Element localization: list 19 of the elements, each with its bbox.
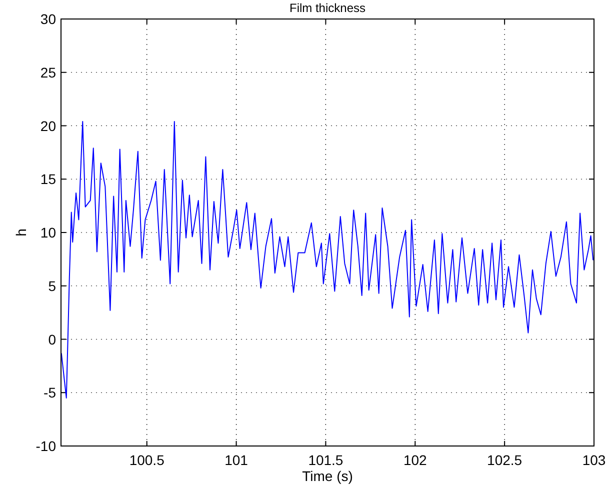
y-tick-label: -5	[44, 384, 56, 401]
x-tick-label: 102	[403, 452, 428, 468]
y-tick-label: 5	[48, 278, 56, 294]
y-axis-title: h	[13, 228, 29, 236]
y-tick-label: -10	[36, 438, 56, 454]
y-tick-label: 30	[40, 11, 56, 27]
x-tick-label: 103	[582, 452, 606, 468]
y-tick-label: 0	[48, 331, 56, 348]
y-tick-label: 15	[40, 171, 56, 188]
y-tick-label: 10	[40, 224, 56, 240]
y-tick-label: 25	[40, 64, 56, 80]
chart-title: Film thickness	[289, 1, 366, 15]
x-tick-label: 100.5	[129, 452, 165, 468]
x-tick-label: 101.5	[308, 452, 344, 468]
line-series	[60, 120, 594, 398]
x-axis-title: Time (s)	[302, 468, 353, 484]
x-tick-label: 101	[224, 452, 248, 468]
y-tick-label: 20	[40, 118, 56, 134]
x-tick-label: 102.5	[487, 452, 522, 468]
